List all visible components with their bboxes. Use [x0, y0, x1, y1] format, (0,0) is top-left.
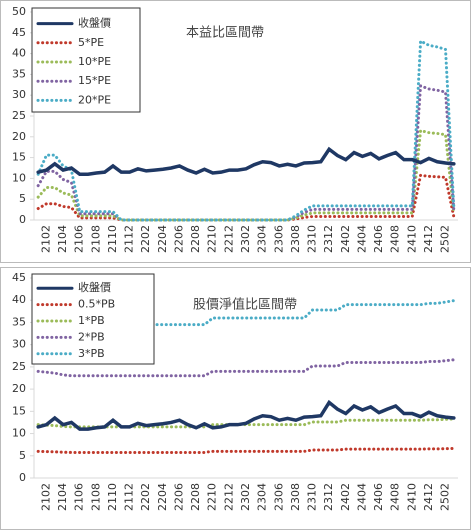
x-tick-label: 2402	[339, 483, 352, 511]
x-tick-label: 2306	[272, 225, 285, 253]
y-tick-label: 20	[12, 130, 26, 143]
x-tick-label: 2404	[355, 483, 368, 511]
y-tick-label: 0	[19, 471, 26, 484]
legend-label: 1*PB	[78, 314, 105, 327]
x-tick-label: 2212	[222, 483, 235, 511]
x-tick-label: 2406	[372, 225, 385, 253]
x-tick-label: 2302	[239, 483, 252, 511]
x-tick-label: 2312	[322, 225, 335, 253]
legend-box	[31, 7, 141, 113]
y-tick-label: 45	[12, 271, 26, 284]
y-tick-label: 15	[12, 404, 26, 417]
x-tick-label: 2102	[39, 225, 52, 253]
series-line	[36, 399, 456, 431]
y-tick-label: 10	[12, 171, 26, 184]
x-tick-label: 2104	[56, 225, 69, 253]
x-tick-label: 2202	[139, 483, 152, 511]
x-tick-label: 2308	[289, 483, 302, 511]
y-tick-label: 45	[12, 26, 26, 39]
y-tick-label: 15	[12, 151, 26, 164]
legend-label: 5*PE	[78, 36, 104, 49]
x-tick-label: 2112	[123, 483, 136, 511]
x-tick-label: 2106	[73, 483, 86, 511]
x-tick-label: 2204	[156, 225, 169, 253]
x-tick-label: 2108	[89, 483, 102, 511]
x-tick-label: 2206	[172, 483, 185, 511]
x-tick-label: 2404	[355, 225, 368, 253]
x-tick-label: 2104	[56, 483, 69, 511]
chart-title: 股價淨值比區間帶	[193, 297, 297, 313]
series-line	[36, 83, 456, 222]
y-tick-label: 5	[19, 449, 26, 462]
legend-label: 3*PB	[78, 347, 105, 360]
x-tick-label: 2112	[123, 225, 136, 253]
x-tick-label: 2206	[172, 225, 185, 253]
y-tick-label: 5	[19, 192, 26, 205]
y-tick-label: 40	[12, 293, 26, 306]
x-tick-label: 2312	[322, 483, 335, 511]
y-tick-label: 25	[12, 360, 26, 373]
series-line	[36, 446, 456, 454]
x-tick-label: 2308	[289, 225, 302, 253]
x-tick-label: 2408	[389, 225, 402, 253]
series-line	[36, 146, 456, 176]
x-tick-label: 2412	[422, 483, 435, 511]
y-tick-label: 30	[12, 88, 26, 101]
y-tick-label: 35	[12, 67, 26, 80]
x-tick-label: 2302	[239, 225, 252, 253]
x-tick-label: 2108	[89, 225, 102, 253]
x-tick-label: 2110	[106, 483, 119, 511]
legend-label: 10*PE	[78, 55, 111, 68]
x-tick-label: 2204	[156, 483, 169, 511]
x-tick-label: 2310	[306, 225, 319, 253]
x-tick-label: 2106	[73, 225, 86, 253]
x-tick-label: 2304	[256, 483, 269, 511]
x-tick-label: 2306	[272, 483, 285, 511]
x-tick-label: 2210	[206, 483, 219, 511]
y-tick-label: 20	[12, 382, 26, 395]
x-tick-label: 2102	[39, 483, 52, 511]
x-tick-label: 2304	[256, 225, 269, 253]
x-tick-label: 2208	[189, 225, 202, 253]
x-tick-label: 2406	[372, 483, 385, 511]
x-tick-label: 2210	[206, 225, 219, 253]
x-tick-label: 2110	[106, 225, 119, 253]
legend-label: 15*PE	[78, 74, 111, 87]
x-tick-label: 2408	[389, 483, 402, 511]
legend-label: 收盤價	[78, 16, 111, 30]
x-tick-label: 2502	[439, 483, 452, 511]
y-tick-label: 35	[12, 315, 26, 328]
x-tick-label: 2410	[405, 483, 418, 511]
x-tick-label: 2502	[439, 225, 452, 253]
series-line	[36, 128, 456, 222]
y-tick-label: 30	[12, 338, 26, 351]
x-tick-label: 2412	[422, 225, 435, 253]
y-tick-label: 40	[12, 47, 26, 60]
legend-label: 0.5*PB	[78, 298, 115, 311]
chart-title: 本益比區間帶	[186, 26, 264, 41]
y-tick-label: 0	[19, 213, 26, 226]
x-tick-label: 2212	[222, 225, 235, 253]
x-tick-label: 2310	[306, 483, 319, 511]
x-tick-label: 2402	[339, 225, 352, 253]
x-tick-label: 2410	[405, 225, 418, 253]
legend-label: 2*PB	[78, 330, 105, 343]
y-tick-label: 50	[12, 5, 26, 18]
legend-label: 20*PE	[78, 93, 111, 106]
y-tick-label: 25	[12, 109, 26, 122]
y-tick-label: 10	[12, 427, 26, 440]
series-line	[36, 358, 456, 378]
legend-label: 收盤價	[78, 280, 111, 294]
x-tick-label: 2208	[189, 483, 202, 511]
x-tick-label: 2202	[139, 225, 152, 253]
